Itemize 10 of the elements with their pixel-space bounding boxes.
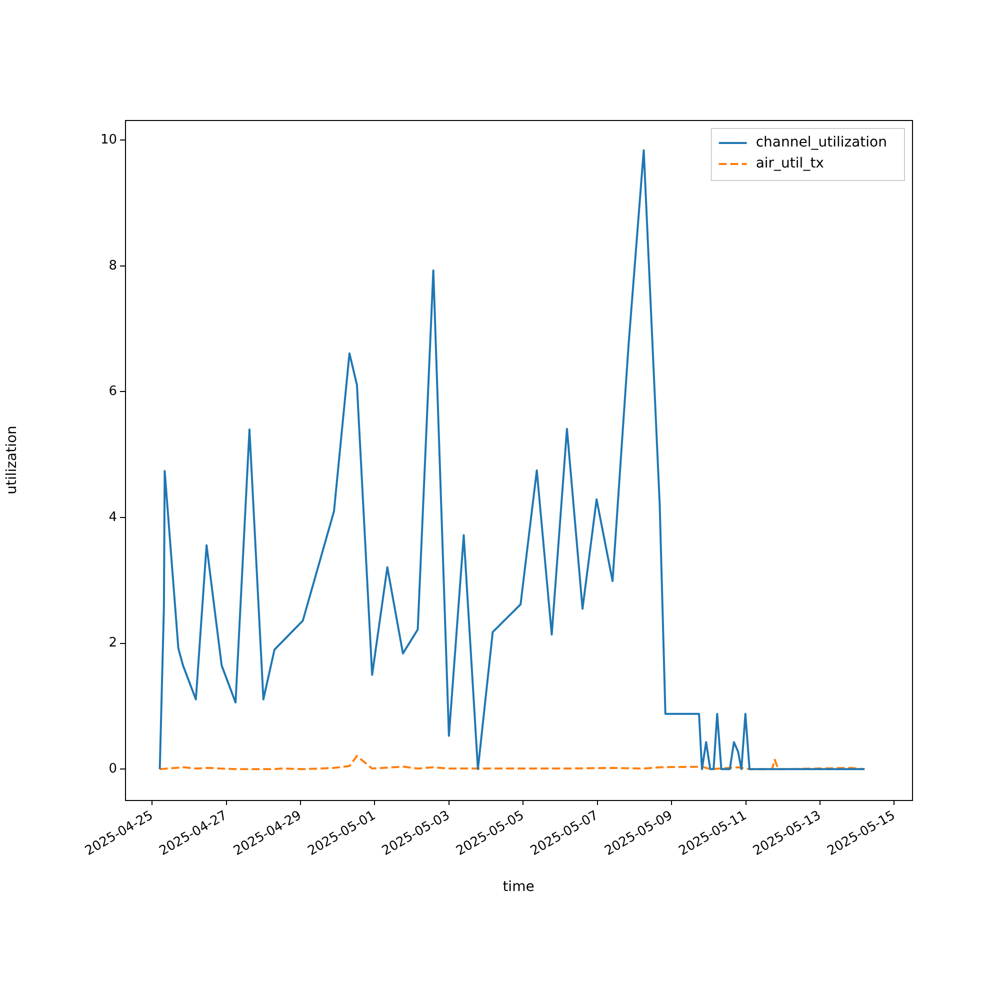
y-tick-label: 10 <box>100 132 117 148</box>
y-tick-label: 6 <box>108 384 117 400</box>
y-axis-title: utilization <box>4 426 20 494</box>
legend-label: air_util_tx <box>756 156 824 172</box>
y-tick-label: 2 <box>108 636 117 651</box>
y-tick-label: 4 <box>108 510 117 525</box>
y-tick-label: 0 <box>108 762 117 777</box>
legend-label: channel_utilization <box>756 134 888 151</box>
y-tick-label: 8 <box>108 258 117 274</box>
x-axis-title: time <box>502 879 534 896</box>
